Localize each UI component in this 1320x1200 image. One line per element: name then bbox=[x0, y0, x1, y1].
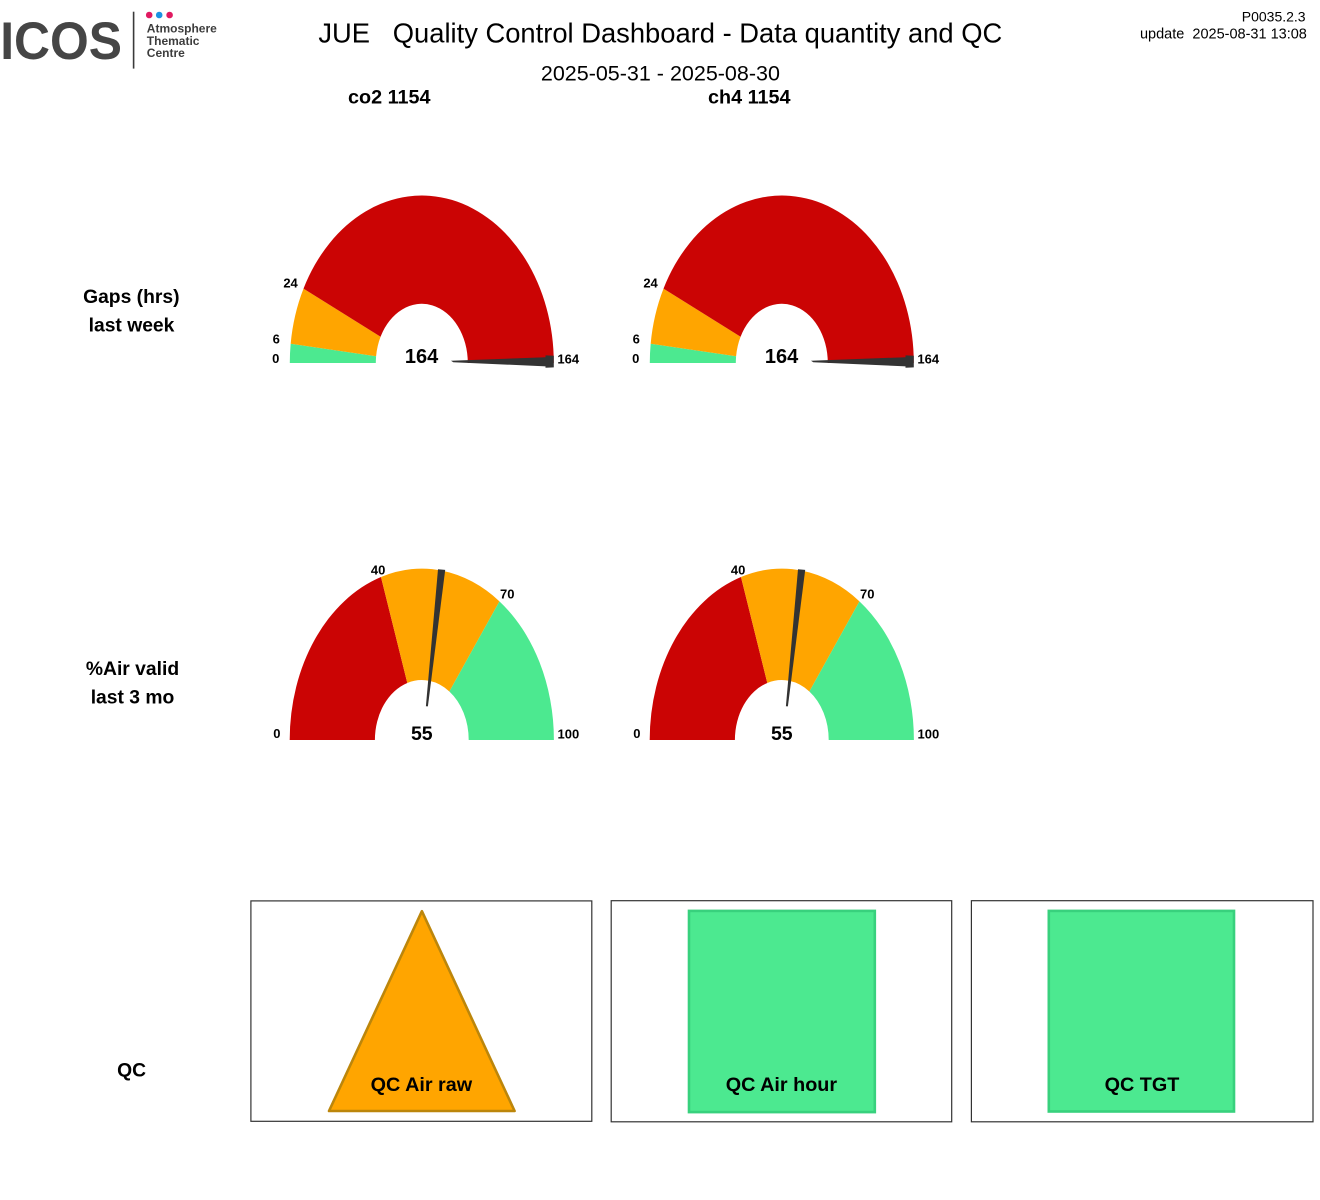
svg-text:164: 164 bbox=[405, 346, 439, 368]
svg-text:Centre: Centre bbox=[147, 46, 185, 60]
svg-text:6: 6 bbox=[633, 331, 640, 346]
svg-text:24: 24 bbox=[283, 276, 298, 291]
svg-text:100: 100 bbox=[918, 727, 940, 742]
svg-text:70: 70 bbox=[860, 587, 874, 602]
svg-text:70: 70 bbox=[500, 587, 514, 602]
svg-text:Thematic: Thematic bbox=[147, 34, 200, 48]
svg-text:164: 164 bbox=[917, 351, 939, 366]
svg-text:QC Air raw: QC Air raw bbox=[371, 1074, 473, 1096]
svg-text:2025-05-31 - 2025-08-30: 2025-05-31 - 2025-08-30 bbox=[541, 61, 780, 85]
svg-text:164: 164 bbox=[557, 351, 579, 366]
svg-text:55: 55 bbox=[411, 723, 433, 745]
svg-text:QC Air hour: QC Air hour bbox=[726, 1074, 838, 1096]
svg-text:JUE Quality Control Dashboar: JUE Quality Control Dashboard - Data qua… bbox=[318, 18, 1002, 49]
svg-text:55: 55 bbox=[771, 723, 793, 745]
svg-text:40: 40 bbox=[371, 562, 385, 577]
svg-text:6: 6 bbox=[273, 331, 280, 346]
svg-text:Gaps (hrs): Gaps (hrs) bbox=[83, 287, 179, 308]
svg-text:164: 164 bbox=[765, 346, 799, 368]
svg-text:0: 0 bbox=[272, 351, 279, 366]
svg-text:0: 0 bbox=[632, 351, 639, 366]
svg-text:update 2025-08-31 13:08: update 2025-08-31 13:08 bbox=[1140, 27, 1307, 43]
svg-text:co2 1154: co2 1154 bbox=[348, 87, 431, 109]
svg-text:24: 24 bbox=[643, 276, 658, 291]
svg-text:Atmosphere: Atmosphere bbox=[147, 22, 217, 36]
svg-text:ch4 1154: ch4 1154 bbox=[708, 87, 791, 109]
svg-text:last 3 mo: last 3 mo bbox=[91, 688, 175, 709]
svg-text:QC: QC bbox=[117, 1060, 146, 1081]
svg-text:0: 0 bbox=[633, 726, 640, 741]
svg-text:40: 40 bbox=[731, 562, 745, 577]
svg-text:last week: last week bbox=[89, 316, 175, 337]
svg-text:P0035.2.3: P0035.2.3 bbox=[1242, 9, 1306, 25]
svg-text:QC TGT: QC TGT bbox=[1105, 1074, 1180, 1096]
svg-text:ICOS: ICOS bbox=[0, 12, 122, 71]
svg-text:0: 0 bbox=[273, 726, 280, 741]
svg-text:%Air valid: %Air valid bbox=[86, 659, 179, 680]
svg-text:100: 100 bbox=[558, 727, 580, 742]
